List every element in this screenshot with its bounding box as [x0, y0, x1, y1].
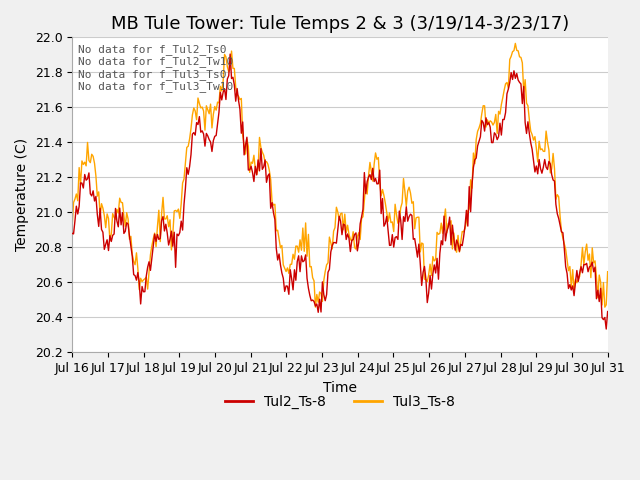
Legend: Tul2_Ts-8, Tul3_Ts-8: Tul2_Ts-8, Tul3_Ts-8	[220, 389, 460, 415]
Y-axis label: Temperature (C): Temperature (C)	[15, 138, 29, 252]
Title: MB Tule Tower: Tule Temps 2 & 3 (3/19/14-3/23/17): MB Tule Tower: Tule Temps 2 & 3 (3/19/14…	[111, 15, 569, 33]
Text: No data for f_Tul2_Ts0
No data for f_Tul2_Tw10
No data for f_Tul3_Ts0
No data fo: No data for f_Tul2_Ts0 No data for f_Tul…	[77, 44, 233, 92]
X-axis label: Time: Time	[323, 381, 357, 395]
